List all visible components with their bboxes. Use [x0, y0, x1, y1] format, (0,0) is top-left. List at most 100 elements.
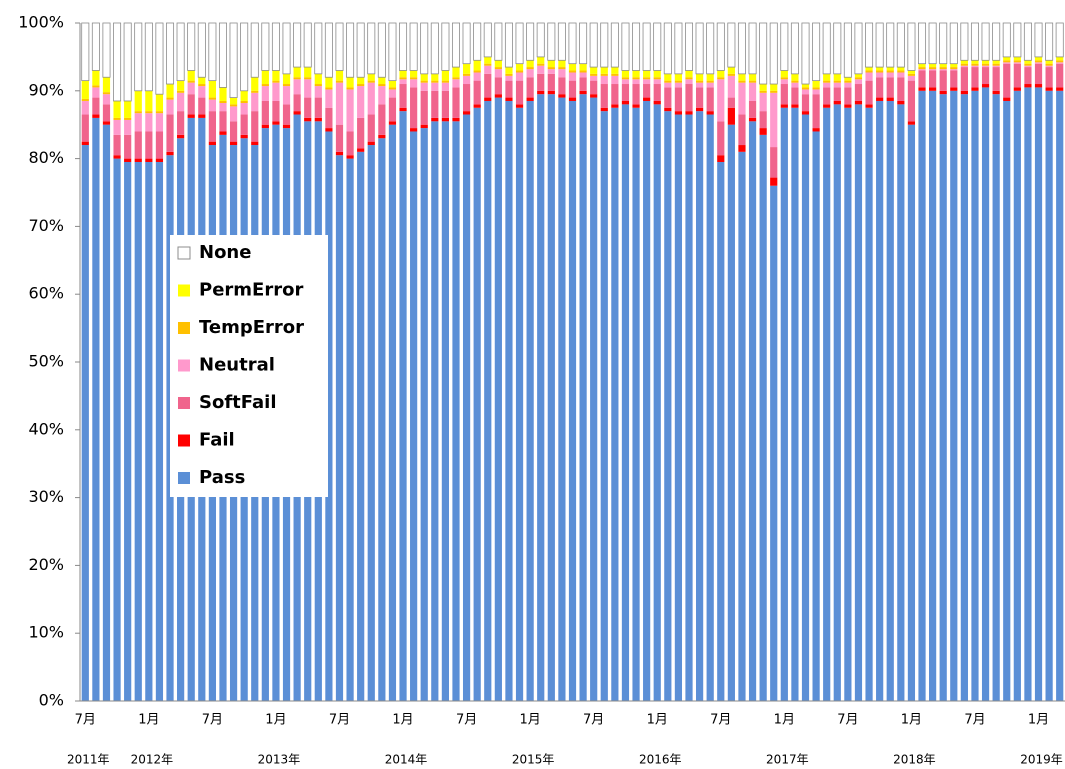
bar-segment	[992, 65, 1000, 68]
bar-segment	[1045, 60, 1053, 64]
bar-segment	[388, 121, 397, 125]
bar-segment	[208, 80, 216, 98]
bar-segment	[462, 73, 471, 76]
bar-segment	[981, 87, 990, 701]
bar-segment	[166, 114, 174, 152]
bar-segment	[727, 75, 735, 98]
bar-segment	[367, 82, 375, 115]
bar-segment	[706, 114, 714, 701]
bar-segment	[695, 80, 704, 83]
bar-segment	[929, 87, 937, 91]
bar-segment	[600, 73, 608, 76]
bar-segment	[505, 67, 513, 74]
bar-segment	[92, 87, 100, 98]
bar-segment	[992, 60, 1000, 64]
bar-segment	[579, 22, 588, 65]
bar-segment	[526, 22, 535, 61]
bar-segment	[219, 131, 227, 135]
bar-segment	[558, 97, 566, 701]
bar-segment	[293, 94, 301, 112]
bar-segment	[1045, 90, 1053, 702]
bar-segment	[833, 22, 842, 75]
bar-segment	[261, 70, 269, 85]
bar-segment	[1034, 63, 1043, 85]
bar-segment	[971, 60, 979, 64]
bar-segment	[526, 100, 534, 702]
bar-segment	[992, 90, 1000, 95]
bar-segment	[780, 104, 788, 108]
bar-segment	[547, 22, 556, 61]
bar-segment	[462, 84, 471, 112]
bar-segment	[664, 80, 672, 83]
bar-segment	[812, 87, 820, 90]
legend-label: SoftFail	[199, 392, 277, 413]
bar-segment	[653, 22, 662, 71]
bar-segment	[473, 60, 481, 71]
bar-segment	[918, 67, 926, 70]
bar-segment	[335, 22, 344, 71]
bar-segment	[452, 79, 460, 88]
bar-segment	[272, 121, 280, 125]
bar-segment	[314, 22, 323, 75]
bar-segment	[632, 77, 640, 80]
bar-segment	[653, 79, 661, 85]
bar-segment	[134, 161, 142, 702]
bar-segment	[346, 87, 354, 90]
bar-segment	[431, 82, 439, 91]
bar-segment	[706, 73, 714, 81]
y-tick-label: 70%	[28, 216, 64, 235]
bar-segment	[876, 97, 884, 101]
bar-segment	[325, 87, 333, 90]
bar-segment	[484, 73, 492, 98]
legend-label: Pass	[199, 467, 245, 488]
bar-segment	[282, 73, 291, 85]
bar-segment	[410, 77, 418, 80]
bar-segment	[653, 104, 661, 702]
bar-segment	[812, 89, 820, 95]
x-tick-label: 1月	[647, 713, 668, 728]
bar-segment	[918, 63, 926, 68]
x-tick-label: 1月	[774, 713, 795, 728]
bar-segment	[451, 22, 460, 68]
bar-segment	[282, 104, 291, 125]
bar-segment	[770, 177, 778, 186]
bar-segment	[971, 67, 979, 88]
bar-segment	[621, 84, 630, 101]
bar-segment	[187, 94, 195, 115]
bar-segment	[1013, 56, 1021, 61]
bar-segment	[219, 103, 227, 112]
bar-segment	[1023, 22, 1032, 61]
bar-segment	[304, 79, 312, 98]
bar-segment	[261, 100, 269, 125]
bar-segment	[674, 80, 683, 83]
bar-segment	[547, 73, 555, 91]
bar-segment	[218, 22, 227, 88]
bar-segment	[494, 97, 502, 701]
bar-segment	[452, 87, 460, 118]
bar-segment	[537, 73, 545, 91]
bar-segment	[823, 80, 831, 83]
bar-segment	[886, 70, 894, 73]
bar-segment	[325, 89, 333, 108]
bar-segment	[102, 104, 111, 122]
bar-segment	[590, 73, 598, 76]
bar-segment	[399, 77, 407, 80]
bar-segment	[907, 121, 916, 125]
bar-segment	[240, 134, 248, 139]
bar-segment	[568, 80, 577, 98]
bar-segment	[854, 100, 863, 105]
bar-segment	[145, 90, 153, 112]
bar-segment	[335, 151, 344, 156]
bar-segment	[198, 77, 206, 85]
bar-segment	[293, 111, 301, 115]
bar-segment	[876, 72, 884, 78]
bar-segment	[611, 104, 619, 108]
bar-segment	[229, 121, 238, 142]
bar-segment	[801, 84, 810, 88]
bar-segment	[992, 22, 1001, 61]
bar-segment	[452, 117, 460, 122]
bar-segment	[219, 87, 227, 101]
bar-segment	[346, 77, 354, 88]
bar-segment	[643, 100, 651, 702]
